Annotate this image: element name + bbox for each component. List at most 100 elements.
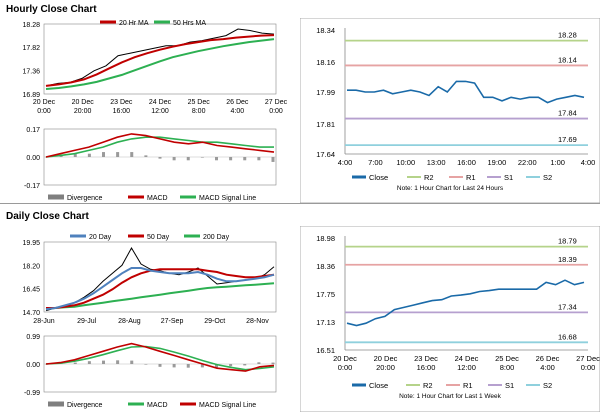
- divergence-bar: [102, 152, 105, 157]
- y-tick-label: -0.17: [24, 183, 40, 190]
- macd-line: [45, 342, 275, 372]
- x-tick-label: 23 Dec: [414, 354, 438, 363]
- y-tick-label: 18.16: [316, 58, 335, 67]
- close-line: [346, 279, 585, 327]
- x-tick-label: 26 Dec: [536, 354, 560, 363]
- x-tick-label: 20 Dec: [33, 99, 56, 106]
- y-tick-label: 16.45: [22, 287, 40, 294]
- divergence-bar: [144, 155, 148, 157]
- divergence-bar: [257, 157, 261, 161]
- x-tick-label: 16:00: [113, 108, 131, 115]
- x-tick-label: 7:00: [368, 158, 383, 167]
- level-s1-label: 17.34: [558, 302, 577, 311]
- y-tick-label: 17.13: [316, 318, 335, 327]
- divergence-bar: [172, 364, 176, 368]
- x-tick-label: 8:00: [500, 363, 515, 372]
- hourly-macd-chart: 0.17 0.00 -0.17 Divergence MACD MACD Signal L…: [24, 127, 277, 202]
- y-tick-label: 14.70: [22, 310, 40, 317]
- y-tick-label: 18.34: [316, 26, 335, 35]
- ma20-line: [45, 267, 275, 311]
- x-tick-label: 29-Oct: [204, 318, 225, 325]
- x-tick-label: 24 Dec: [149, 99, 172, 106]
- section-divider: [0, 203, 600, 204]
- legend-ma20-label: 20 Hr MA: [119, 20, 149, 27]
- x-tick-label: 1:00: [550, 158, 565, 167]
- legend-r1-label: R1: [466, 173, 476, 182]
- legend-close-label: Close: [369, 173, 388, 182]
- x-tick-label: 22:00: [518, 158, 537, 167]
- x-tick-label: 12:00: [151, 108, 169, 115]
- x-tick-label: 4:00: [338, 158, 353, 167]
- x-tick-label: 28-Jun: [33, 318, 55, 325]
- divergence-bar: [243, 364, 247, 366]
- hourly-24h-chart: 18.34 18.16 17.99 17.81 17.64 18.28 18.14 17.84…: [300, 18, 600, 203]
- y-tick-label: 18.98: [316, 234, 335, 243]
- daily-section-title: Daily Close Chart: [6, 211, 89, 222]
- legend-signal-label: MACD Signal Line: [199, 195, 256, 202]
- x-tick-label: 16:00: [417, 363, 436, 372]
- y-tick-label: 17.99: [316, 88, 335, 97]
- close-line: [347, 80, 585, 104]
- legend-s2-label: S2: [543, 173, 552, 182]
- x-tick-label: 0:00: [338, 363, 353, 372]
- divergence-bar: [229, 364, 233, 367]
- x-tick-label: 27 Dec: [576, 354, 600, 363]
- x-tick-label: 13:00: [427, 158, 446, 167]
- x-tick-label: 24 Dec: [455, 354, 479, 363]
- y-tick-label: 16.89: [22, 92, 40, 99]
- divergence-bar: [130, 152, 134, 157]
- divergence-bar: [59, 155, 63, 157]
- x-tick-label: 20 Dec: [374, 354, 398, 363]
- ma20-line: [45, 34, 275, 87]
- divergence-bar: [257, 362, 261, 364]
- x-tick-label: 25 Dec: [495, 354, 519, 363]
- legend-r2-label: R2: [423, 381, 433, 390]
- x-tick-label: 26 Dec: [226, 99, 249, 106]
- divergence-bar: [186, 157, 190, 161]
- y-tick-label: -0.99: [24, 390, 40, 397]
- daily-week-chart: 18.98 18.36 17.75 17.13 16.51 18.79 18.39 17.34…: [300, 226, 600, 412]
- y-tick-label: 17.82: [22, 45, 40, 52]
- x-tick-label: 10:00: [396, 158, 415, 167]
- plot-frame: [43, 23, 277, 95]
- divergence-bar: [116, 152, 120, 157]
- y-tick-label: 0.00: [26, 362, 40, 369]
- panel-frame: [300, 18, 600, 203]
- chart-note: Note: 1 Hour Chart for Last 24 Hours: [397, 185, 504, 192]
- level-r1-label: 18.14: [558, 55, 577, 64]
- hourly-section-title: Hourly Close Chart: [6, 4, 97, 15]
- close-line: [45, 28, 275, 87]
- level-s1-label: 17.84: [558, 109, 577, 118]
- x-tick-label: 25 Dec: [188, 99, 211, 106]
- divergence-bar: [172, 157, 176, 161]
- x-tick-label: 27-Sep: [161, 318, 184, 325]
- legend-close-label: Close: [369, 381, 388, 390]
- ma50-line: [45, 38, 275, 90]
- legend-macd-label: MACD: [147, 402, 168, 409]
- legend-r1-label: R1: [463, 381, 473, 390]
- divergence-bar: [73, 362, 77, 364]
- divergence-bar: [158, 364, 162, 367]
- legend-divergence-label: Divergence: [67, 402, 103, 409]
- legend-ma200-label: 200 Day: [203, 234, 230, 241]
- level-s2-label: 17.69: [558, 135, 577, 144]
- y-tick-label: 19.95: [22, 240, 40, 247]
- x-tick-label: 4:00: [581, 158, 596, 167]
- legend-s1-label: S1: [504, 173, 513, 182]
- divergence-bar: [158, 157, 162, 159]
- x-tick-label: 20 Dec: [333, 354, 357, 363]
- y-tick-label: 18.20: [22, 263, 40, 270]
- divergence-bar: [243, 157, 247, 161]
- ma200-line: [45, 282, 275, 310]
- x-tick-label: 27 Dec: [265, 99, 288, 106]
- y-tick-label: 17.81: [316, 120, 335, 129]
- x-tick-label: 12:00: [457, 363, 476, 372]
- x-tick-label: 0:00: [37, 108, 51, 115]
- divergence-bar: [271, 157, 275, 162]
- legend-ma20-label: 20 Day: [89, 234, 112, 241]
- divergence-bar: [87, 361, 91, 364]
- legend-signal-label: MACD Signal Line: [199, 402, 256, 409]
- level-s2-label: 16.68: [558, 332, 577, 341]
- y-tick-label: 16.51: [316, 346, 335, 355]
